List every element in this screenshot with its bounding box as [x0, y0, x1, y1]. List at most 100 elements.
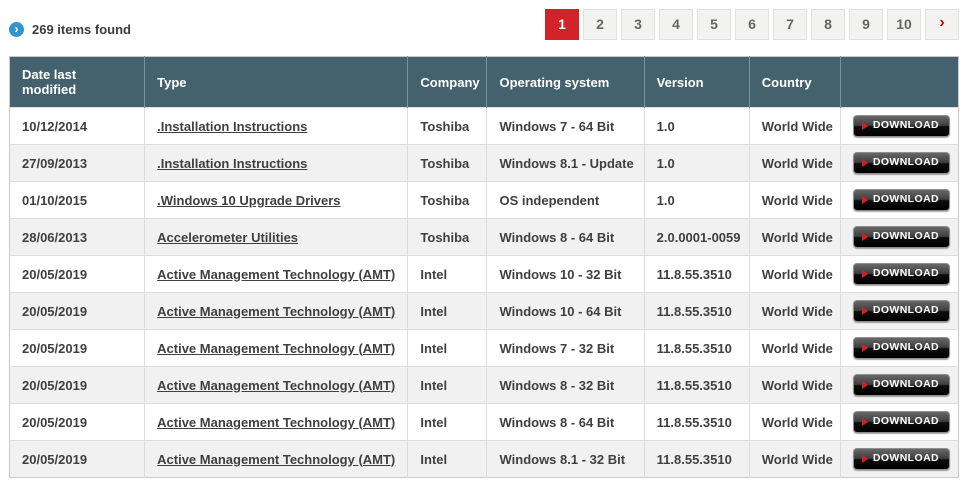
table-body: 10/12/2014 .Installation Instructions Tosh…: [9, 107, 959, 478]
download-button[interactable]: DOWNLOAD: [852, 300, 951, 322]
play-icon: [861, 306, 868, 315]
cell-operating-system: Windows 8 - 32 Bit: [486, 366, 645, 404]
cell-download: DOWNLOAD: [840, 366, 959, 404]
type-link[interactable]: .Installation Instructions: [157, 155, 308, 171]
type-link[interactable]: .Windows 10 Upgrade Drivers: [157, 192, 341, 208]
type-link[interactable]: Active Management Technology (AMT): [157, 303, 396, 319]
cell-operating-system: Windows 10 - 64 Bit: [486, 292, 645, 330]
cell-download: DOWNLOAD: [840, 292, 959, 330]
page-button-3[interactable]: 3: [621, 8, 655, 40]
page-button-1[interactable]: 1: [545, 8, 579, 40]
page-button-7[interactable]: 7: [773, 8, 807, 40]
download-button[interactable]: DOWNLOAD: [852, 337, 951, 359]
top-bar: › 269 items found 1 2 3 4 5 6 7 8 9 10 ›: [9, 8, 959, 40]
page-button-6[interactable]: 6: [735, 8, 769, 40]
page-button-8[interactable]: 8: [811, 8, 845, 40]
cell-version: 11.8.55.3510: [644, 440, 750, 478]
type-link[interactable]: Active Management Technology (AMT): [157, 451, 396, 467]
table-row: 20/05/2019 Active Management Technology (…: [9, 366, 959, 404]
download-button[interactable]: DOWNLOAD: [852, 226, 951, 248]
cell-version: 11.8.55.3510: [644, 403, 750, 441]
type-link[interactable]: .Installation Instructions: [157, 118, 308, 134]
download-button-label: DOWNLOAD: [872, 267, 940, 280]
column-header-download: [840, 56, 959, 108]
cell-version: 2.0.0001-0059: [644, 218, 750, 256]
play-icon: [861, 417, 868, 426]
cell-date-last-modified: 28/06/2013: [9, 218, 146, 256]
cell-type: Active Management Technology (AMT): [144, 366, 409, 404]
items-found-label: 269 items found: [32, 21, 131, 37]
table-row: 20/05/2019 Active Management Technology (…: [9, 440, 959, 478]
cell-date-last-modified: 01/10/2015: [9, 181, 146, 219]
type-link[interactable]: Active Management Technology (AMT): [157, 377, 396, 393]
cell-type: Active Management Technology (AMT): [144, 329, 409, 367]
cell-date-last-modified: 20/05/2019: [9, 329, 146, 367]
cell-download: DOWNLOAD: [840, 440, 959, 478]
page-button-5[interactable]: 5: [697, 8, 731, 40]
cell-company: Intel: [407, 403, 488, 441]
page-button-2[interactable]: 2: [583, 8, 617, 40]
download-button-label: DOWNLOAD: [872, 378, 940, 391]
download-button[interactable]: DOWNLOAD: [852, 448, 951, 470]
cell-company: Intel: [407, 440, 488, 478]
download-button[interactable]: DOWNLOAD: [852, 411, 951, 433]
download-button-label: DOWNLOAD: [872, 341, 940, 354]
cell-country: World Wide: [749, 440, 841, 478]
type-link[interactable]: Active Management Technology (AMT): [157, 414, 396, 430]
download-button-label: DOWNLOAD: [872, 193, 940, 206]
cell-company: Intel: [407, 329, 488, 367]
column-header-company: Company: [407, 56, 488, 108]
download-button[interactable]: DOWNLOAD: [852, 152, 951, 174]
download-button[interactable]: DOWNLOAD: [852, 263, 951, 285]
cell-country: World Wide: [749, 292, 841, 330]
play-icon: [861, 232, 868, 241]
table-row: 10/12/2014 .Installation Instructions Tosh…: [9, 107, 959, 145]
cell-type: Active Management Technology (AMT): [144, 440, 409, 478]
type-link[interactable]: Active Management Technology (AMT): [157, 340, 396, 356]
table-row: 20/05/2019 Active Management Technology (…: [9, 403, 959, 441]
cell-company: Toshiba: [407, 181, 488, 219]
cell-download: DOWNLOAD: [840, 144, 959, 182]
download-button[interactable]: DOWNLOAD: [852, 115, 951, 137]
table-header: Date last modified Type Company Operating s…: [9, 56, 959, 108]
cell-country: World Wide: [749, 255, 841, 293]
download-button[interactable]: DOWNLOAD: [852, 189, 951, 211]
cell-date-last-modified: 27/09/2013: [9, 144, 146, 182]
download-button-label: DOWNLOAD: [872, 156, 940, 169]
page-button-9[interactable]: 9: [849, 8, 883, 40]
page-button-4[interactable]: 4: [659, 8, 693, 40]
next-page-button[interactable]: ›: [925, 8, 959, 40]
page-button-10[interactable]: 10: [887, 8, 921, 40]
cell-operating-system: Windows 8.1 - 32 Bit: [486, 440, 645, 478]
cell-operating-system: Windows 8 - 64 Bit: [486, 403, 645, 441]
cell-version: 11.8.55.3510: [644, 292, 750, 330]
type-link[interactable]: Active Management Technology (AMT): [157, 266, 396, 282]
table-row: 27/09/2013 .Installation Instructions Tosh…: [9, 144, 959, 182]
cell-company: Intel: [407, 292, 488, 330]
cell-company: Intel: [407, 255, 488, 293]
cell-type: .Windows 10 Upgrade Drivers: [144, 181, 409, 219]
table-row: 20/05/2019 Active Management Technology (…: [9, 329, 959, 367]
cell-date-last-modified: 20/05/2019: [9, 440, 146, 478]
chevron-right-circle-icon: ›: [9, 21, 24, 37]
download-button-label: DOWNLOAD: [872, 230, 940, 243]
cell-type: Active Management Technology (AMT): [144, 403, 409, 441]
cell-company: Toshiba: [407, 144, 488, 182]
download-button-label: DOWNLOAD: [872, 415, 940, 428]
cell-type: Accelerometer Utilities: [144, 218, 409, 256]
cell-version: 11.8.55.3510: [644, 329, 750, 367]
cell-download: DOWNLOAD: [840, 329, 959, 367]
cell-operating-system: Windows 7 - 32 Bit: [486, 329, 645, 367]
cell-country: World Wide: [749, 144, 841, 182]
download-button-label: DOWNLOAD: [872, 452, 940, 465]
cell-type: Active Management Technology (AMT): [144, 255, 409, 293]
play-icon: [861, 121, 868, 130]
cell-country: World Wide: [749, 366, 841, 404]
play-icon: [861, 343, 868, 352]
cell-country: World Wide: [749, 329, 841, 367]
column-header-version: Version: [644, 56, 750, 108]
cell-date-last-modified: 20/05/2019: [9, 366, 146, 404]
download-button[interactable]: DOWNLOAD: [852, 374, 951, 396]
type-link[interactable]: Accelerometer Utilities: [157, 229, 299, 245]
cell-type: .Installation Instructions: [144, 107, 409, 145]
